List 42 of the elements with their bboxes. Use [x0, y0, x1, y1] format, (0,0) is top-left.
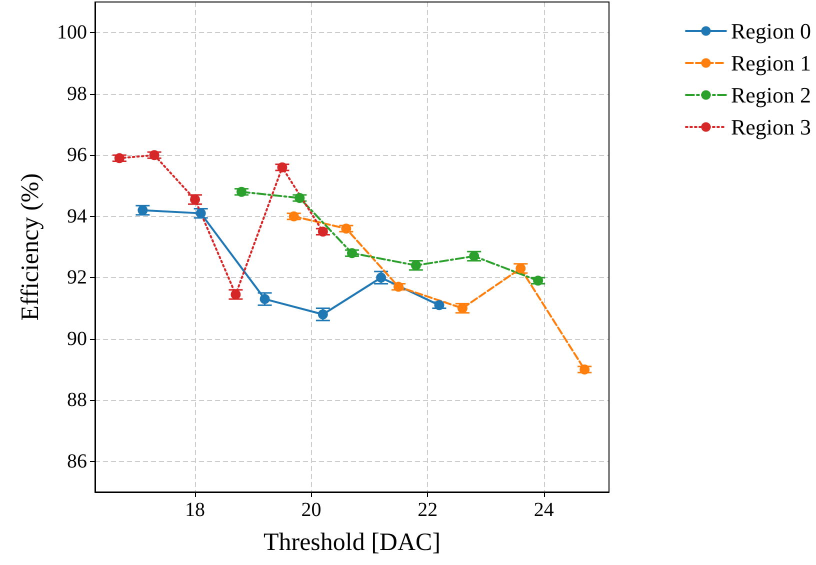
point	[288, 211, 299, 222]
point	[318, 226, 328, 237]
point	[138, 205, 148, 216]
point	[533, 276, 544, 286]
point	[114, 153, 124, 164]
point	[318, 309, 328, 320]
point	[394, 282, 404, 292]
point	[457, 303, 468, 314]
y-tick-label: 94	[67, 205, 87, 228]
x-tick-label: 22	[418, 499, 438, 521]
x-tick-label: 20	[301, 499, 322, 521]
point	[149, 150, 160, 160]
point	[294, 193, 305, 203]
point	[341, 224, 352, 234]
y-tick-label: 98	[67, 82, 87, 105]
y-tick-label: 86	[67, 450, 87, 472]
legend-label: Region 3	[730, 114, 812, 140]
legend-label: Region 1	[730, 50, 812, 76]
y-tick-label: 100	[57, 22, 87, 44]
point	[469, 251, 480, 262]
point	[230, 289, 241, 300]
point	[196, 208, 206, 218]
point	[277, 162, 288, 172]
point	[190, 194, 200, 205]
point	[236, 186, 247, 197]
x-tick-label: 24	[534, 499, 554, 521]
point	[260, 294, 270, 304]
point	[580, 364, 590, 374]
point	[410, 260, 421, 270]
point	[347, 248, 357, 258]
point	[434, 300, 444, 310]
x-tick-label: 18	[185, 499, 206, 521]
y-tick-label: 92	[67, 266, 87, 289]
y-tick-label: 96	[67, 144, 87, 166]
x-axis-title: Threshold [DAC]	[263, 529, 441, 556]
legend-label: Region 2	[730, 82, 812, 108]
y-tick-label: 90	[67, 328, 87, 350]
legend-label: Region 0	[730, 18, 812, 44]
y-axis-title: Efficiency (%)	[17, 173, 44, 321]
y-tick-label: 88	[67, 389, 87, 412]
point	[376, 272, 386, 283]
point	[516, 263, 526, 274]
